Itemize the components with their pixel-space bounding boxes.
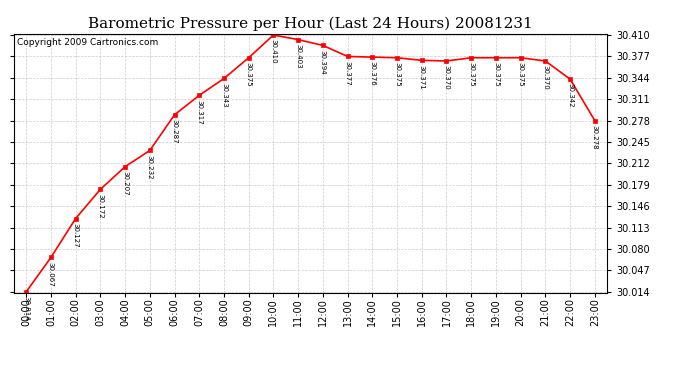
Text: 30.375: 30.375 [469,62,474,87]
Title: Barometric Pressure per Hour (Last 24 Hours) 20081231: Barometric Pressure per Hour (Last 24 Ho… [88,17,533,31]
Text: 30.207: 30.207 [122,171,128,195]
Text: 30.317: 30.317 [196,99,202,124]
Text: 30.410: 30.410 [270,39,277,64]
Text: 30.376: 30.376 [369,61,375,86]
Text: 30.232: 30.232 [147,154,152,179]
Text: Copyright 2009 Cartronics.com: Copyright 2009 Cartronics.com [17,38,158,46]
Text: 30.278: 30.278 [592,125,598,150]
Text: 30.375: 30.375 [518,62,524,87]
Text: 30.343: 30.343 [221,82,227,107]
Text: 30.370: 30.370 [444,65,449,90]
Text: 30.377: 30.377 [344,61,351,86]
Text: 30.375: 30.375 [394,62,400,87]
Text: 30.067: 30.067 [48,262,54,286]
Text: 30.172: 30.172 [97,194,104,218]
Text: 30.342: 30.342 [567,83,573,108]
Text: 30.287: 30.287 [172,119,177,144]
Text: 30.375: 30.375 [246,62,252,87]
Text: 30.403: 30.403 [295,44,301,68]
Text: 30.371: 30.371 [419,64,425,89]
Text: 30.014: 30.014 [23,296,29,321]
Text: 30.370: 30.370 [542,65,549,90]
Text: 30.394: 30.394 [320,50,326,74]
Text: 30.375: 30.375 [493,62,499,87]
Text: 30.127: 30.127 [72,223,79,248]
